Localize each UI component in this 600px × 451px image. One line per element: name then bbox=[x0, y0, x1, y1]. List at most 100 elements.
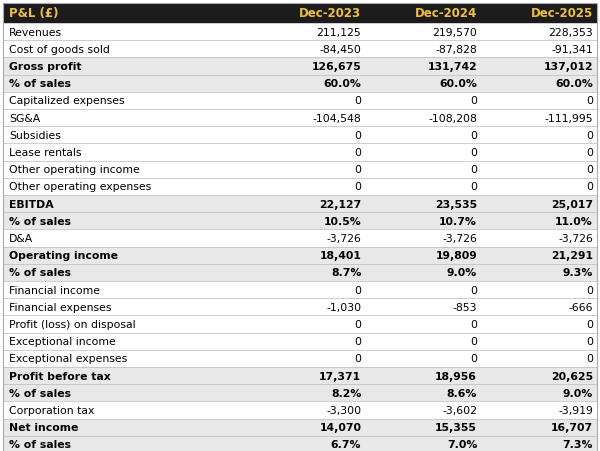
Text: -3,300: -3,300 bbox=[326, 405, 361, 415]
Bar bbox=[3, 247, 597, 264]
Text: -3,726: -3,726 bbox=[442, 234, 477, 244]
Text: 8.2%: 8.2% bbox=[331, 388, 361, 398]
Text: % of sales: % of sales bbox=[9, 388, 71, 398]
Text: 19,809: 19,809 bbox=[436, 251, 477, 261]
Text: 211,125: 211,125 bbox=[317, 28, 361, 37]
Text: 8.6%: 8.6% bbox=[447, 388, 477, 398]
Text: 20,625: 20,625 bbox=[551, 371, 593, 381]
Text: Profit (loss) on disposal: Profit (loss) on disposal bbox=[9, 319, 136, 329]
Bar bbox=[3, 161, 597, 179]
Bar bbox=[3, 350, 597, 367]
Text: 0: 0 bbox=[355, 130, 361, 141]
Bar bbox=[3, 196, 597, 213]
Text: 60.0%: 60.0% bbox=[323, 79, 361, 89]
Bar bbox=[3, 333, 597, 350]
Text: 0: 0 bbox=[586, 96, 593, 106]
Text: 0: 0 bbox=[355, 96, 361, 106]
Bar bbox=[3, 316, 597, 333]
Text: 0: 0 bbox=[355, 336, 361, 346]
Text: 0: 0 bbox=[586, 319, 593, 329]
Bar bbox=[3, 179, 597, 196]
Text: 0: 0 bbox=[355, 165, 361, 175]
Text: Financial income: Financial income bbox=[9, 285, 100, 295]
Text: Revenues: Revenues bbox=[9, 28, 62, 37]
Text: Profit before tax: Profit before tax bbox=[9, 371, 111, 381]
Bar bbox=[3, 299, 597, 316]
Text: 0: 0 bbox=[470, 165, 477, 175]
Text: 0: 0 bbox=[470, 354, 477, 364]
Text: Net income: Net income bbox=[9, 422, 79, 432]
Text: 23,535: 23,535 bbox=[435, 199, 477, 209]
Text: % of sales: % of sales bbox=[9, 268, 71, 278]
Text: Other operating expenses: Other operating expenses bbox=[9, 182, 151, 192]
Text: 21,291: 21,291 bbox=[551, 251, 593, 261]
Text: 9.0%: 9.0% bbox=[447, 268, 477, 278]
Text: EBITDA: EBITDA bbox=[9, 199, 53, 209]
Text: SG&A: SG&A bbox=[9, 113, 40, 123]
Bar bbox=[3, 230, 597, 247]
Text: 0: 0 bbox=[355, 319, 361, 329]
Bar bbox=[3, 436, 597, 451]
Bar bbox=[3, 281, 597, 299]
Text: 9.3%: 9.3% bbox=[563, 268, 593, 278]
Text: Dec-2025: Dec-2025 bbox=[531, 8, 593, 20]
Bar bbox=[3, 4, 597, 24]
Text: Subsidies: Subsidies bbox=[9, 130, 61, 141]
Text: -111,995: -111,995 bbox=[544, 113, 593, 123]
Text: -104,548: -104,548 bbox=[313, 113, 361, 123]
Text: 10.5%: 10.5% bbox=[323, 216, 361, 226]
Text: 0: 0 bbox=[470, 96, 477, 106]
Text: 0: 0 bbox=[586, 182, 593, 192]
Bar bbox=[3, 401, 597, 419]
Text: -666: -666 bbox=[568, 302, 593, 312]
Text: Cost of goods sold: Cost of goods sold bbox=[9, 45, 110, 55]
Text: Dec-2023: Dec-2023 bbox=[299, 8, 361, 20]
Text: 22,127: 22,127 bbox=[319, 199, 361, 209]
Text: -3,919: -3,919 bbox=[558, 405, 593, 415]
Text: Dec-2024: Dec-2024 bbox=[415, 8, 477, 20]
Bar bbox=[3, 127, 597, 144]
Text: 228,353: 228,353 bbox=[548, 28, 593, 37]
Text: 0: 0 bbox=[355, 147, 361, 158]
Text: Exceptional expenses: Exceptional expenses bbox=[9, 354, 127, 364]
Text: % of sales: % of sales bbox=[9, 216, 71, 226]
Text: 0: 0 bbox=[470, 147, 477, 158]
Text: 131,742: 131,742 bbox=[427, 62, 477, 72]
Text: 137,012: 137,012 bbox=[544, 62, 593, 72]
Text: Capitalized expenses: Capitalized expenses bbox=[9, 96, 125, 106]
Text: 0: 0 bbox=[586, 285, 593, 295]
Text: 60.0%: 60.0% bbox=[439, 79, 477, 89]
Text: 0: 0 bbox=[586, 354, 593, 364]
Text: Financial expenses: Financial expenses bbox=[9, 302, 112, 312]
Text: 0: 0 bbox=[586, 130, 593, 141]
Text: -108,208: -108,208 bbox=[428, 113, 477, 123]
Text: Other operating income: Other operating income bbox=[9, 165, 140, 175]
Text: 17,371: 17,371 bbox=[319, 371, 361, 381]
Text: -87,828: -87,828 bbox=[436, 45, 477, 55]
Text: -1,030: -1,030 bbox=[326, 302, 361, 312]
Text: 11.0%: 11.0% bbox=[555, 216, 593, 226]
Bar bbox=[3, 213, 597, 230]
Text: Lease rentals: Lease rentals bbox=[9, 147, 82, 158]
Text: 0: 0 bbox=[470, 319, 477, 329]
Text: % of sales: % of sales bbox=[9, 439, 71, 449]
Text: 0: 0 bbox=[355, 354, 361, 364]
Bar bbox=[3, 384, 597, 401]
Text: 0: 0 bbox=[586, 165, 593, 175]
Text: 15,355: 15,355 bbox=[435, 422, 477, 432]
Text: -84,450: -84,450 bbox=[319, 45, 361, 55]
Text: -3,602: -3,602 bbox=[442, 405, 477, 415]
Bar bbox=[3, 419, 597, 436]
Bar bbox=[3, 41, 597, 58]
Text: 18,956: 18,956 bbox=[435, 371, 477, 381]
Text: -3,726: -3,726 bbox=[326, 234, 361, 244]
Text: 0: 0 bbox=[470, 130, 477, 141]
Text: Exceptional income: Exceptional income bbox=[9, 336, 116, 346]
Text: 0: 0 bbox=[355, 285, 361, 295]
Text: 0: 0 bbox=[470, 336, 477, 346]
Bar bbox=[3, 92, 597, 110]
Text: Operating income: Operating income bbox=[9, 251, 118, 261]
Bar bbox=[3, 367, 597, 384]
Text: 126,675: 126,675 bbox=[311, 62, 361, 72]
Text: -853: -853 bbox=[452, 302, 477, 312]
